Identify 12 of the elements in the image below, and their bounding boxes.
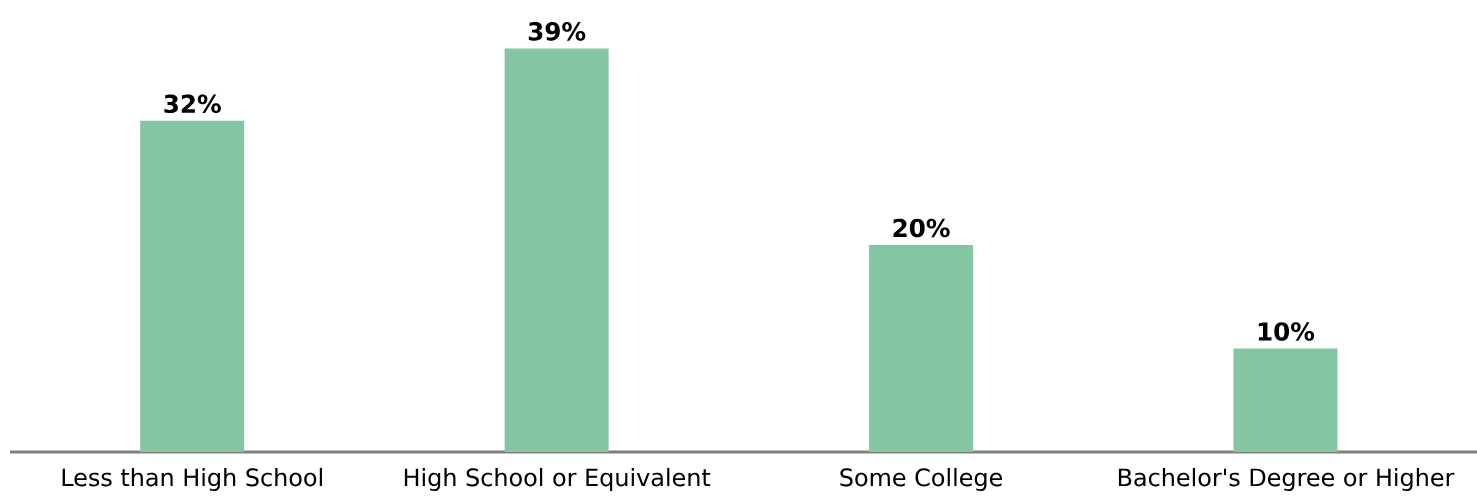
bar [140, 120, 245, 452]
x-tick-label: High School or Equivalent [404, 467, 711, 492]
bar [1233, 348, 1338, 452]
data-label: 39% [528, 22, 586, 41]
data-label: 10% [1258, 322, 1315, 341]
bar [504, 48, 609, 452]
x-tick-label: Bachelor's Degree or Higher [1118, 467, 1455, 492]
data-label: 32% [164, 94, 221, 114]
x-tick-label: Some College [840, 467, 1003, 492]
bar [869, 245, 974, 452]
x-tick-label: Less than High School [62, 467, 322, 492]
data-label: 20% [893, 218, 950, 238]
